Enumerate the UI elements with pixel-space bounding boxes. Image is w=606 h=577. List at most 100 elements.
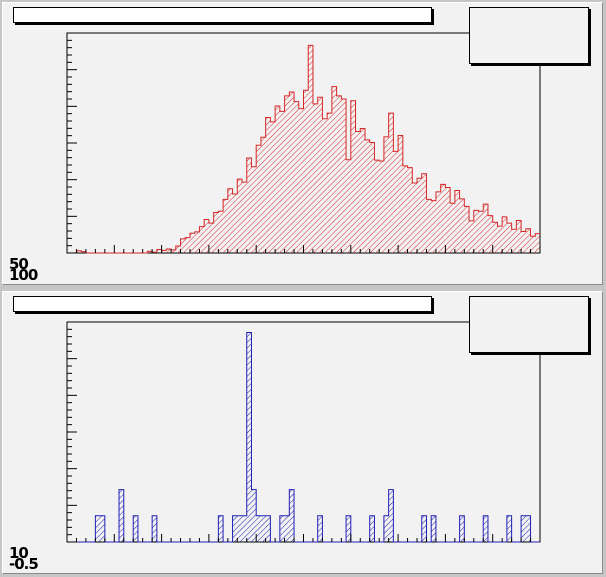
bottom-histogram-bin: [100, 515, 105, 542]
top-histogram-bin: [421, 173, 427, 253]
top-histogram-bin: [147, 251, 153, 253]
top-histogram-bin: [161, 250, 167, 253]
bottom-axis-label-lower: -0.5: [9, 555, 39, 573]
top-histogram-bin: [76, 250, 82, 253]
top-histogram-bin: [246, 157, 252, 253]
bottom-histogram-plot: [66, 321, 541, 543]
bottom-histogram-bin: [506, 515, 512, 542]
bottom-histogram-bin: [232, 515, 238, 542]
top-histogram-bin: [298, 108, 304, 254]
top-histogram-bin: [341, 99, 347, 253]
top-histogram-bin: [502, 216, 507, 253]
top-histogram-bin: [166, 249, 172, 253]
top-histogram-bin: [412, 183, 418, 253]
bottom-histogram-bin: [119, 489, 124, 542]
top-histogram-bin: [435, 191, 441, 253]
top-histogram-bin: [350, 100, 356, 253]
top-histogram-bin: [407, 167, 413, 253]
top-histogram-bin: [525, 228, 531, 253]
top-histogram-bin: [227, 188, 233, 253]
bottom-histogram-bin: [289, 489, 295, 542]
top-histogram-bin: [223, 199, 228, 253]
bottom-histogram-bin: [152, 515, 157, 542]
top-histogram-bin: [284, 95, 290, 253]
top-histogram-bin: [388, 113, 394, 253]
top-histogram-stats-box[interactable]: [469, 7, 589, 64]
top-histogram-bin: [213, 212, 219, 253]
bottom-histogram-frame: [66, 321, 541, 543]
top-histogram-bin: [180, 238, 186, 253]
top-histogram-plot: [66, 32, 541, 254]
top-histogram-bin: [279, 111, 285, 253]
top-histogram-bin: [369, 142, 375, 253]
top-histogram-bin: [294, 101, 299, 253]
top-histogram-bin: [360, 128, 365, 253]
top-histogram-bin: [393, 151, 399, 253]
top-axis-label-upper: 50: [9, 255, 29, 273]
top-histogram-bin: [383, 136, 389, 253]
bottom-histogram-bin: [421, 515, 427, 542]
top-histogram-bin: [260, 137, 266, 253]
top-histogram-bin: [199, 226, 205, 253]
top-histogram-bin: [336, 95, 342, 253]
bottom-histogram-bin: [279, 515, 285, 542]
top-histogram-pad[interactable]: 50 100: [2, 2, 603, 285]
bottom-histogram-bin: [525, 515, 531, 542]
bottom-histogram-bin: [237, 515, 243, 542]
top-histogram-bin: [218, 211, 224, 253]
top-histogram-bin: [402, 165, 408, 253]
top-histogram-bin: [156, 249, 162, 253]
top-histogram-bin: [516, 220, 522, 253]
top-histogram-bin: [204, 219, 209, 253]
bottom-histogram-bin: [284, 515, 290, 542]
bottom-histogram-title[interactable]: [13, 296, 432, 312]
top-histogram-bin: [483, 204, 488, 253]
top-histogram-bin: [469, 220, 474, 253]
top-histogram-bin: [242, 182, 247, 253]
top-histogram-bin: [327, 113, 332, 253]
top-histogram-bin: [459, 198, 465, 253]
top-histogram-bin: [374, 160, 380, 253]
top-histogram-bin: [185, 237, 190, 253]
top-histogram-bin: [251, 166, 257, 253]
top-histogram-bin: [511, 229, 517, 253]
top-histogram-bin: [417, 178, 422, 253]
bottom-histogram-stats-box[interactable]: [469, 296, 589, 353]
top-histogram-bin: [312, 103, 318, 253]
top-histogram-title[interactable]: [13, 7, 432, 23]
bottom-histogram-pad[interactable]: 10 -0.5: [2, 291, 603, 574]
top-histogram-bin: [398, 135, 403, 253]
top-histogram-bin: [464, 206, 470, 253]
top-histogram-bin: [535, 233, 540, 253]
top-histogram-bin: [431, 200, 436, 253]
top-histogram-bin: [440, 184, 446, 253]
top-histogram-bin: [492, 222, 498, 253]
top-histogram-bin: [506, 223, 512, 253]
top-histogram-bin: [171, 249, 176, 253]
bottom-histogram-bin: [246, 332, 252, 542]
bottom-histogram-bin: [317, 515, 323, 542]
top-histogram-bin: [208, 223, 214, 253]
bottom-histogram-bin: [521, 515, 526, 542]
top-histogram-bin: [497, 226, 503, 253]
top-histogram-bin: [473, 210, 479, 253]
top-histogram-bin: [331, 86, 337, 254]
top-histogram-bin: [308, 45, 313, 253]
top-histogram-bin: [355, 131, 361, 253]
top-histogram-bin: [275, 106, 280, 253]
top-histogram-bin: [521, 231, 526, 253]
top-histogram-bin: [232, 194, 238, 253]
top-axis-label-lower: 100: [9, 266, 38, 284]
top-histogram-bin: [530, 236, 536, 253]
top-histogram-bin: [322, 118, 328, 253]
bottom-histogram-bin: [256, 515, 261, 542]
top-histogram-bin: [450, 203, 455, 253]
top-histogram-bin: [379, 161, 384, 253]
top-histogram-bin: [237, 179, 243, 253]
bottom-histogram-outline: [67, 331, 540, 543]
top-histogram-bin: [270, 121, 276, 253]
top-histogram-bin: [487, 215, 493, 253]
top-histogram-bin: [194, 231, 200, 253]
top-histogram-bin: [175, 245, 181, 253]
